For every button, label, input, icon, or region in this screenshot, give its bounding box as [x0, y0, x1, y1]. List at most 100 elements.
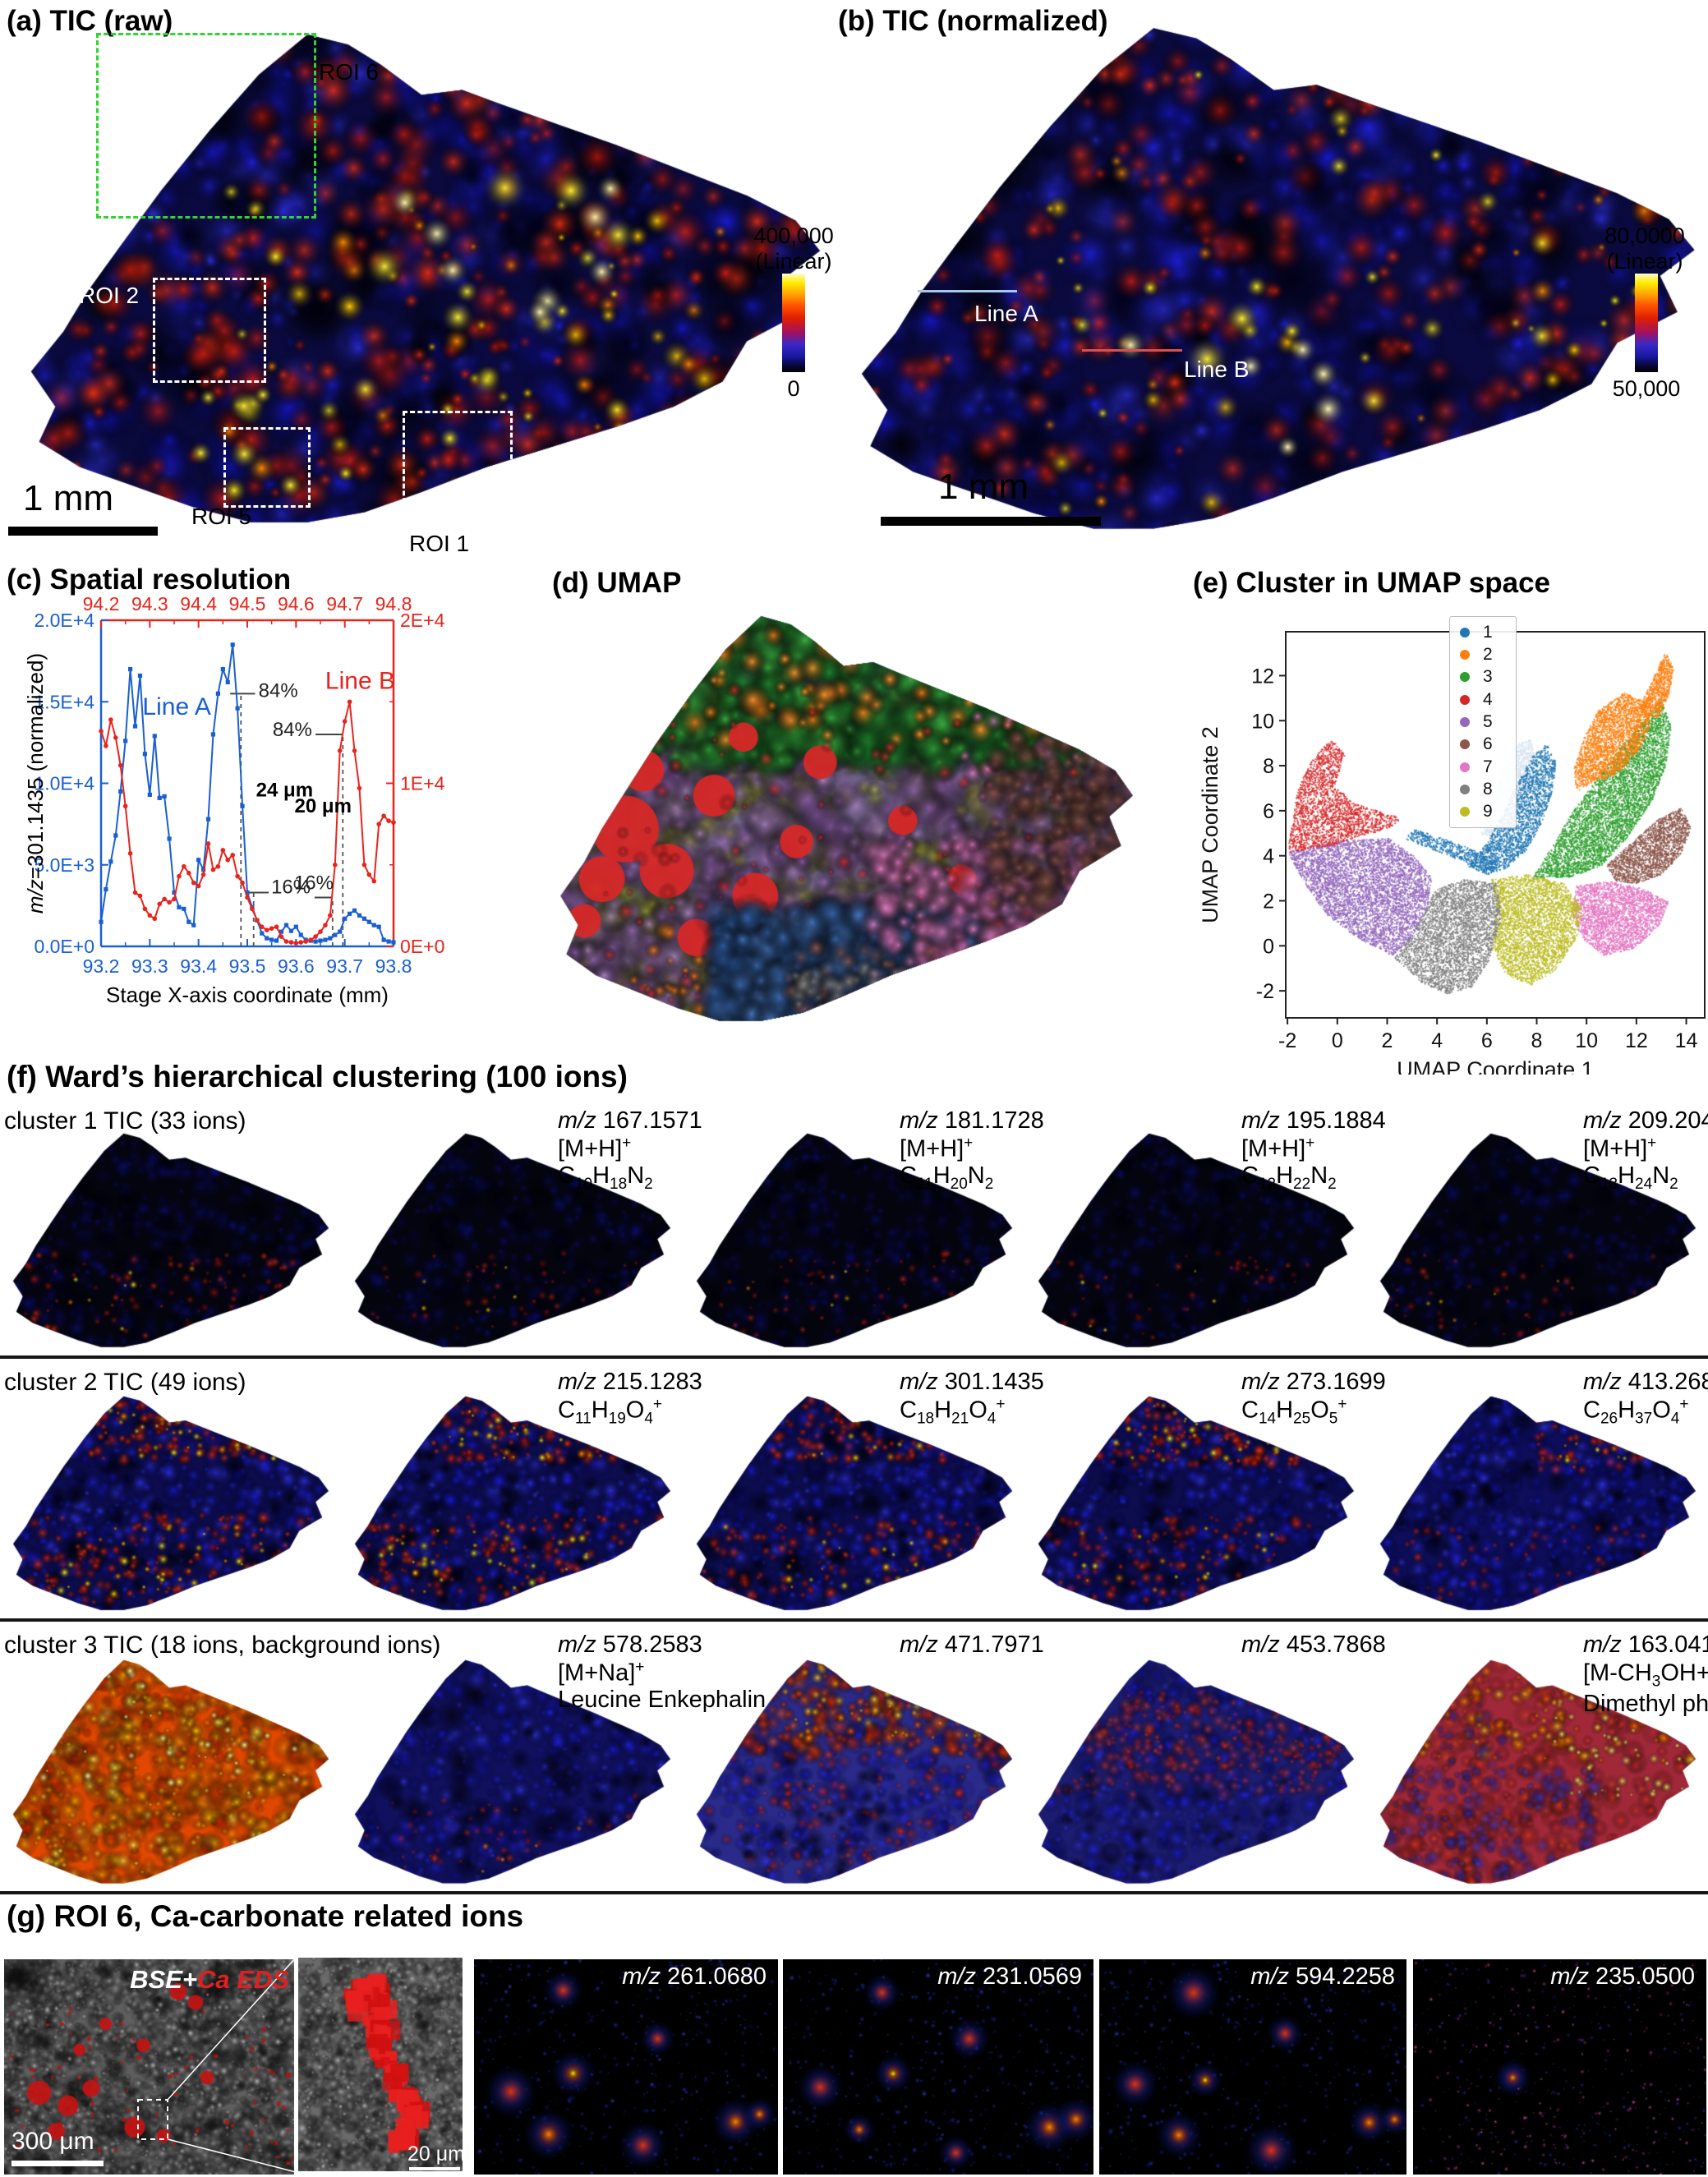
legend-label: 8 — [1483, 779, 1493, 799]
svg-text:94.8: 94.8 — [375, 593, 412, 614]
legend-item-2: 2 — [1460, 645, 1516, 665]
svg-text:1E+4: 1E+4 — [400, 773, 445, 794]
ion-image-mz-453.7868 — [1032, 1658, 1357, 1888]
svg-text:UMAP Coordinate 1: UMAP Coordinate 1 — [1397, 1057, 1594, 1075]
legend-marker-8 — [1460, 784, 1470, 794]
svg-text:UMAP Coordinate 2: UMAP Coordinate 2 — [1198, 726, 1222, 923]
g-ion-image-mz-261.0680 — [474, 1959, 778, 2175]
svg-text:93.4: 93.4 — [180, 955, 217, 977]
svg-text:m/z=301.1435 (normalized): m/z=301.1435 (normalized) — [23, 653, 48, 914]
spatial-resolution-chart: 93.2 93.3 93.4 93.5 93.6 93.7 93.8 94.2 94.3 94.4… — [23, 593, 445, 1007]
svg-text:93.8: 93.8 — [375, 955, 412, 977]
svg-text:93.2: 93.2 — [83, 955, 120, 977]
umap-scatter-axes: -2 0 2 4 6 8 10 12 14 -2 0 2 4 6 8 10 12 UMAP Coordinate … — [1198, 631, 1706, 1075]
scalebar-a — [8, 527, 158, 536]
legend-label: 7 — [1483, 757, 1493, 776]
svg-text:20 μm: 20 μm — [295, 795, 352, 817]
line-a-marker — [918, 290, 1017, 292]
svg-text:8: 8 — [1263, 755, 1274, 778]
cluster-row-label-1: cluster 1 TIC (33 ions) — [4, 1107, 246, 1135]
svg-text:10: 10 — [1575, 1029, 1598, 1052]
svg-text:94.2: 94.2 — [83, 593, 120, 614]
svg-text:93.7: 93.7 — [326, 955, 363, 977]
scalebar-b-label: 1 mm — [938, 467, 1029, 507]
cluster-1-tic-image — [7, 1131, 332, 1351]
ion-label-mz-578.2583: m/z 578.2583 [M+Na]+ Leucine Enkephalin — [558, 1632, 767, 1714]
legend-marker-3 — [1460, 672, 1470, 683]
colorbar-a — [782, 274, 805, 372]
legend-label: 6 — [1483, 734, 1493, 754]
svg-text:8: 8 — [1531, 1029, 1543, 1052]
ion-label-mz-413.2682: m/z 413.2682C26H37O4+ — [1583, 1369, 1708, 1428]
svg-text:1.5E+4: 1.5E+4 — [34, 691, 94, 712]
svg-text:Line B: Line B — [325, 667, 395, 694]
scalebar-g2-label: 20 μm — [407, 2142, 465, 2165]
row-divider-1 — [0, 1355, 1708, 1359]
svg-text:16%: 16% — [271, 876, 311, 898]
ion-label-mz-167.1571: m/z 167.1571 [M+H]+ C10H18N2 — [558, 1107, 702, 1193]
colorbar-b-caption: 80,0000 (Linear) — [1579, 223, 1708, 274]
panel-d-title: (d) UMAP — [552, 567, 682, 599]
svg-text:0E+0: 0E+0 — [400, 936, 444, 957]
ion-image-mz-301.1435 — [690, 1394, 1015, 1614]
line-a-label: Line A — [974, 301, 1038, 326]
legend-marker-2 — [1460, 649, 1470, 660]
colorbar-b-unit: (Linear) — [1606, 249, 1683, 274]
legend-label: 4 — [1483, 689, 1493, 709]
legend-label: 1 — [1483, 622, 1493, 642]
svg-text:93.6: 93.6 — [278, 955, 315, 977]
svg-text:0: 0 — [1332, 1029, 1343, 1052]
roi-label-1: ROI 6 — [319, 59, 380, 85]
roi-box-roi-5 — [223, 427, 311, 508]
svg-text:94.7: 94.7 — [326, 593, 363, 614]
svg-text:4: 4 — [1431, 1029, 1443, 1052]
legend-item-8: 8 — [1460, 780, 1516, 799]
colorbar-b — [1635, 274, 1658, 372]
panel-c-title: (c) Spatial resolution — [7, 564, 292, 596]
roi-label-2: ROI 2 — [79, 283, 140, 308]
ion-image-mz-167.1571 — [348, 1131, 674, 1351]
cluster-3-tic-image — [7, 1658, 332, 1888]
ca-eds-label: Ca EDS — [197, 1965, 289, 1994]
colorbar-a-caption: 400,000 (Linear) — [728, 223, 859, 274]
svg-text:0.0E+0: 0.0E+0 — [34, 936, 94, 957]
svg-text:24 μm: 24 μm — [256, 779, 313, 801]
ion-label-mz-215.1283: m/z 215.1283 C11H19O4+ — [558, 1369, 702, 1428]
scalebar-a-label: 1 mm — [23, 478, 113, 518]
svg-text:94.6: 94.6 — [278, 593, 315, 614]
scalebar-g1 — [12, 2161, 104, 2166]
row-divider-2 — [0, 1618, 1708, 1622]
colorbar-a-unit: (Linear) — [755, 249, 832, 274]
legend-marker-7 — [1460, 762, 1470, 772]
g-ion-image-mz-231.0569 — [783, 1959, 1093, 2175]
bse-eds-caption: BSE+Ca EDS — [107, 1965, 289, 1995]
svg-text:93.3: 93.3 — [131, 955, 168, 977]
legend-marker-4 — [1460, 694, 1470, 705]
ion-label-mz-301.1435: m/z 301.1435 C18H21O4+ — [900, 1369, 1044, 1428]
g-ion-label-mz-231.0569: m/z 231.0569 — [937, 1963, 1082, 1990]
colorbar-a-min: 0 — [787, 376, 800, 401]
svg-text:Stage X-axis coordinate (mm): Stage X-axis coordinate (mm) — [106, 983, 389, 1007]
colorbar-b-max: 80,0000 — [1604, 223, 1685, 248]
svg-text:84%: 84% — [273, 719, 312, 741]
g-ion-image-mz-235.0500 — [1413, 1959, 1706, 2175]
roi-box-roi-1 — [403, 411, 513, 518]
roi-label-3: ROI 5 — [191, 504, 252, 529]
g-ion-label-mz-235.0500: m/z 235.0500 — [1550, 1963, 1695, 1990]
svg-text:94.5: 94.5 — [229, 593, 266, 614]
ion-label-mz-209.2040: m/z 209.2040[M+H]+C13H24N2 — [1583, 1107, 1708, 1193]
ion-image-mz-273.1699 — [1032, 1394, 1357, 1614]
svg-text:94.4: 94.4 — [180, 593, 217, 614]
legend-item-1: 1 — [1460, 623, 1516, 642]
panel-g-title: (g) ROI 6, Ca-carbonate related ions — [7, 1899, 524, 1933]
tic-normalized-heatmap — [845, 23, 1703, 539]
svg-text:2.0E+4: 2.0E+4 — [34, 610, 94, 631]
ion-image-mz-209.2040 — [1374, 1131, 1699, 1351]
ion-image-mz-195.1884 — [1032, 1131, 1357, 1351]
svg-text:2: 2 — [1263, 890, 1274, 913]
line-b-label: Line B — [1184, 357, 1250, 382]
legend-item-5: 5 — [1460, 712, 1516, 732]
svg-text:2: 2 — [1382, 1029, 1393, 1052]
svg-text:2E+4: 2E+4 — [400, 610, 445, 631]
row-divider-3 — [0, 1891, 1708, 1894]
